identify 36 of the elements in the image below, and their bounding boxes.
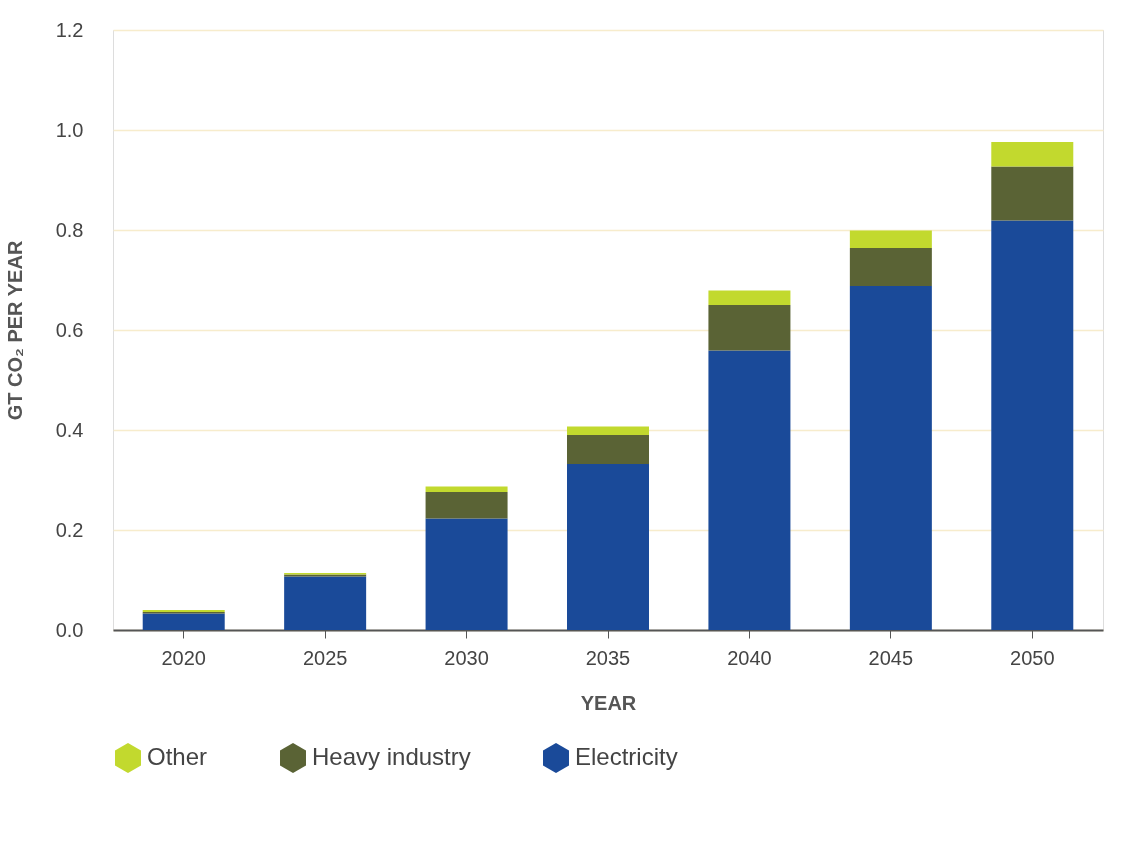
bar — [708, 290, 791, 305]
bar — [991, 166, 1074, 221]
x-tick-label: 2020 — [161, 646, 206, 669]
bar — [284, 576, 367, 630]
y-tick-label: 0.6 — [55, 318, 84, 341]
x-tick-label: 2035 — [585, 646, 631, 669]
y-tick-label: 0.0 — [55, 618, 84, 641]
bar — [849, 248, 932, 286]
bar — [991, 220, 1074, 630]
bar — [991, 142, 1074, 167]
x-axis-title: YEAR — [580, 691, 637, 714]
x-tick-label: 2040 — [727, 646, 772, 669]
bar — [849, 230, 932, 248]
x-tick-label: 2045 — [868, 646, 914, 669]
bar — [567, 426, 649, 435]
y-axis-title: GT CO₂ PER YEAR — [3, 240, 26, 421]
y-tick-label: 0.4 — [55, 418, 84, 441]
bar — [567, 435, 649, 464]
y-tick-label: 1.0 — [55, 118, 84, 141]
bar — [425, 486, 508, 492]
x-tick-label: 2050 — [1010, 646, 1055, 669]
bar — [567, 464, 649, 630]
bar — [708, 350, 791, 630]
bar — [849, 286, 932, 630]
y-tick-label: 1.2 — [55, 18, 84, 41]
x-tick-label: 2030 — [444, 646, 489, 669]
y-tick-label: 0.2 — [55, 518, 84, 541]
legend-label: Electricity — [575, 743, 678, 770]
bar — [425, 492, 508, 519]
bar — [425, 518, 508, 630]
legend-label: Heavy industry — [312, 743, 471, 770]
legend-label: Other — [147, 743, 208, 770]
x-tick-label: 2025 — [302, 646, 348, 669]
y-tick-label: 0.8 — [55, 218, 84, 241]
bar — [708, 305, 791, 351]
bar — [142, 613, 225, 630]
